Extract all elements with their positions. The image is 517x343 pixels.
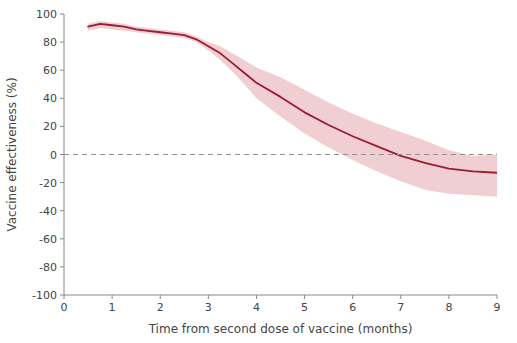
y-tick-label: -80 <box>39 261 57 274</box>
y-tick-label: -20 <box>39 177 57 190</box>
x-tick-label: 0 <box>61 301 68 314</box>
x-tick-label: 2 <box>157 301 164 314</box>
x-tick-label: 3 <box>205 301 212 314</box>
y-tick-label: 100 <box>36 8 57 21</box>
x-tick-label: 7 <box>397 301 404 314</box>
effectiveness-line <box>88 24 497 173</box>
x-tick <box>448 295 449 299</box>
x-tick <box>208 295 209 299</box>
y-tick-label: 80 <box>43 36 57 49</box>
y-tick-label: 20 <box>43 120 57 133</box>
y-tick <box>60 238 64 239</box>
y-tick <box>60 98 64 99</box>
zero-line <box>64 154 497 155</box>
x-tick-label: 8 <box>445 301 452 314</box>
x-tick <box>400 295 401 299</box>
x-tick-label: 4 <box>253 301 260 314</box>
y-tick-label: 40 <box>43 92 57 105</box>
x-tick-label: 9 <box>494 301 501 314</box>
x-tick-label: 1 <box>109 301 116 314</box>
y-tick <box>60 182 64 183</box>
y-tick <box>60 126 64 127</box>
y-tick <box>60 266 64 267</box>
confidence-band <box>88 21 497 197</box>
y-tick-label: -100 <box>32 289 57 302</box>
y-axis-label: Vaccine effectiveness (%) <box>5 77 19 231</box>
x-tick <box>64 295 65 299</box>
x-tick <box>256 295 257 299</box>
x-tick <box>304 295 305 299</box>
x-tick <box>352 295 353 299</box>
y-tick-label: 60 <box>43 64 57 77</box>
y-tick-label: -40 <box>39 205 57 218</box>
y-tick <box>60 42 64 43</box>
y-tick <box>60 295 64 296</box>
y-tick <box>60 154 64 155</box>
plot-area <box>64 21 497 197</box>
y-tick <box>60 210 64 211</box>
axes: 0 1 2 3 4 5 6 7 8 9 -100 -80 -60 -40 -20 0 20 40 60 80 100 <box>32 8 500 314</box>
y-tick <box>60 14 64 15</box>
x-tick <box>160 295 161 299</box>
x-tick <box>112 295 113 299</box>
x-axis-label: Time from second dose of vaccine (months… <box>148 322 413 336</box>
y-tick-label: -60 <box>39 233 57 246</box>
x-tick-label: 5 <box>301 301 308 314</box>
y-tick <box>60 70 64 71</box>
chart: 0 1 2 3 4 5 6 7 8 9 -100 -80 -60 -40 -20 0 20 40 60 80 100 Ti… <box>0 0 517 343</box>
y-tick-label: 0 <box>50 149 57 162</box>
x-axis-line <box>64 295 497 296</box>
x-tick <box>497 295 498 299</box>
x-tick-label: 6 <box>349 301 356 314</box>
